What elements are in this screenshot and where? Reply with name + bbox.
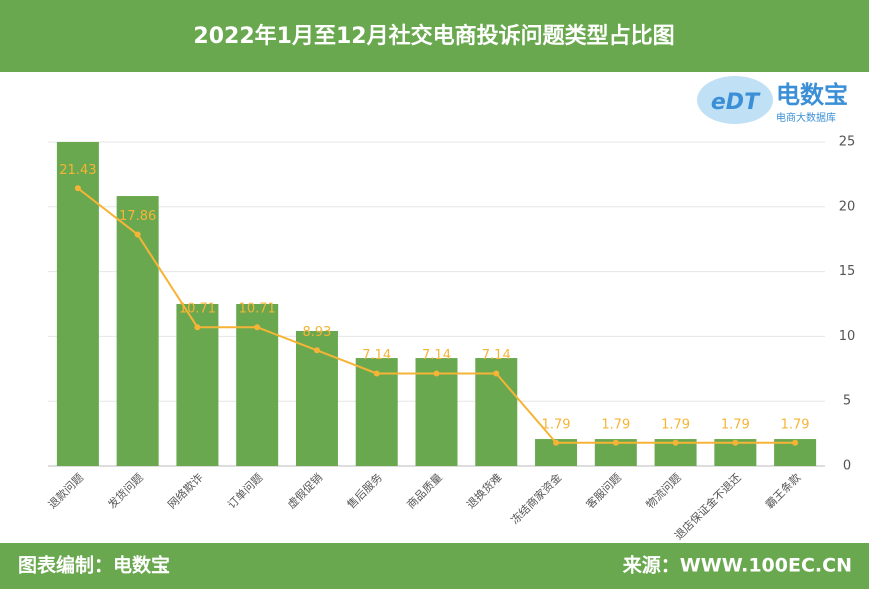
bar: [236, 304, 279, 466]
bar: [176, 304, 219, 466]
bar: [56, 142, 99, 466]
line-marker: [373, 370, 380, 377]
logo-mark: eDT: [711, 90, 761, 115]
data-label: 8.93: [302, 325, 331, 340]
footer-right: 来源：WWW.100EC.CN: [623, 554, 852, 577]
line-marker: [612, 439, 619, 446]
chart-title: 2022年1月至12月社交电商投诉问题类型占比图: [193, 23, 674, 49]
header-band: [0, 0, 869, 72]
data-label: 1.79: [661, 417, 690, 432]
y-tick-label: 10: [839, 329, 856, 344]
data-label: 1.79: [601, 417, 630, 432]
footer-left: 图表编制：电数宝: [18, 554, 170, 577]
line-marker: [493, 370, 500, 377]
y-tick-label: 20: [839, 199, 856, 214]
y-tick-label: 15: [839, 264, 856, 279]
y-tick-label: 25: [839, 135, 856, 150]
data-label: 1.79: [721, 417, 750, 432]
logo-tagline: 电商大数据库: [776, 111, 836, 124]
data-label: 7.14: [422, 348, 451, 363]
y-tick-label: 5: [843, 394, 851, 409]
data-label: 7.14: [362, 348, 391, 363]
line-marker: [732, 439, 739, 446]
data-label: 7.14: [482, 348, 511, 363]
logo: eDT 电数宝 电商大数据库: [697, 76, 848, 124]
data-label: 1.79: [542, 417, 571, 432]
line-marker: [254, 324, 261, 331]
line-marker: [792, 439, 799, 446]
data-label: 1.79: [781, 417, 810, 432]
bar: [116, 196, 159, 466]
bar: [295, 330, 338, 466]
logo-name: 电数宝: [776, 81, 848, 109]
footer-band: [0, 543, 869, 589]
line-marker: [553, 439, 560, 446]
data-label: 10.71: [239, 302, 276, 317]
line-marker: [433, 370, 440, 377]
line-marker: [134, 231, 141, 238]
line-marker: [313, 347, 320, 354]
logo-cloud: [697, 76, 773, 124]
line-marker: [672, 439, 679, 446]
line-marker: [74, 185, 81, 192]
y-tick-label: 0: [843, 459, 851, 474]
data-label: 17.86: [119, 209, 156, 224]
data-label: 21.43: [59, 163, 96, 178]
line-marker: [194, 324, 201, 331]
data-label: 10.71: [179, 302, 216, 317]
